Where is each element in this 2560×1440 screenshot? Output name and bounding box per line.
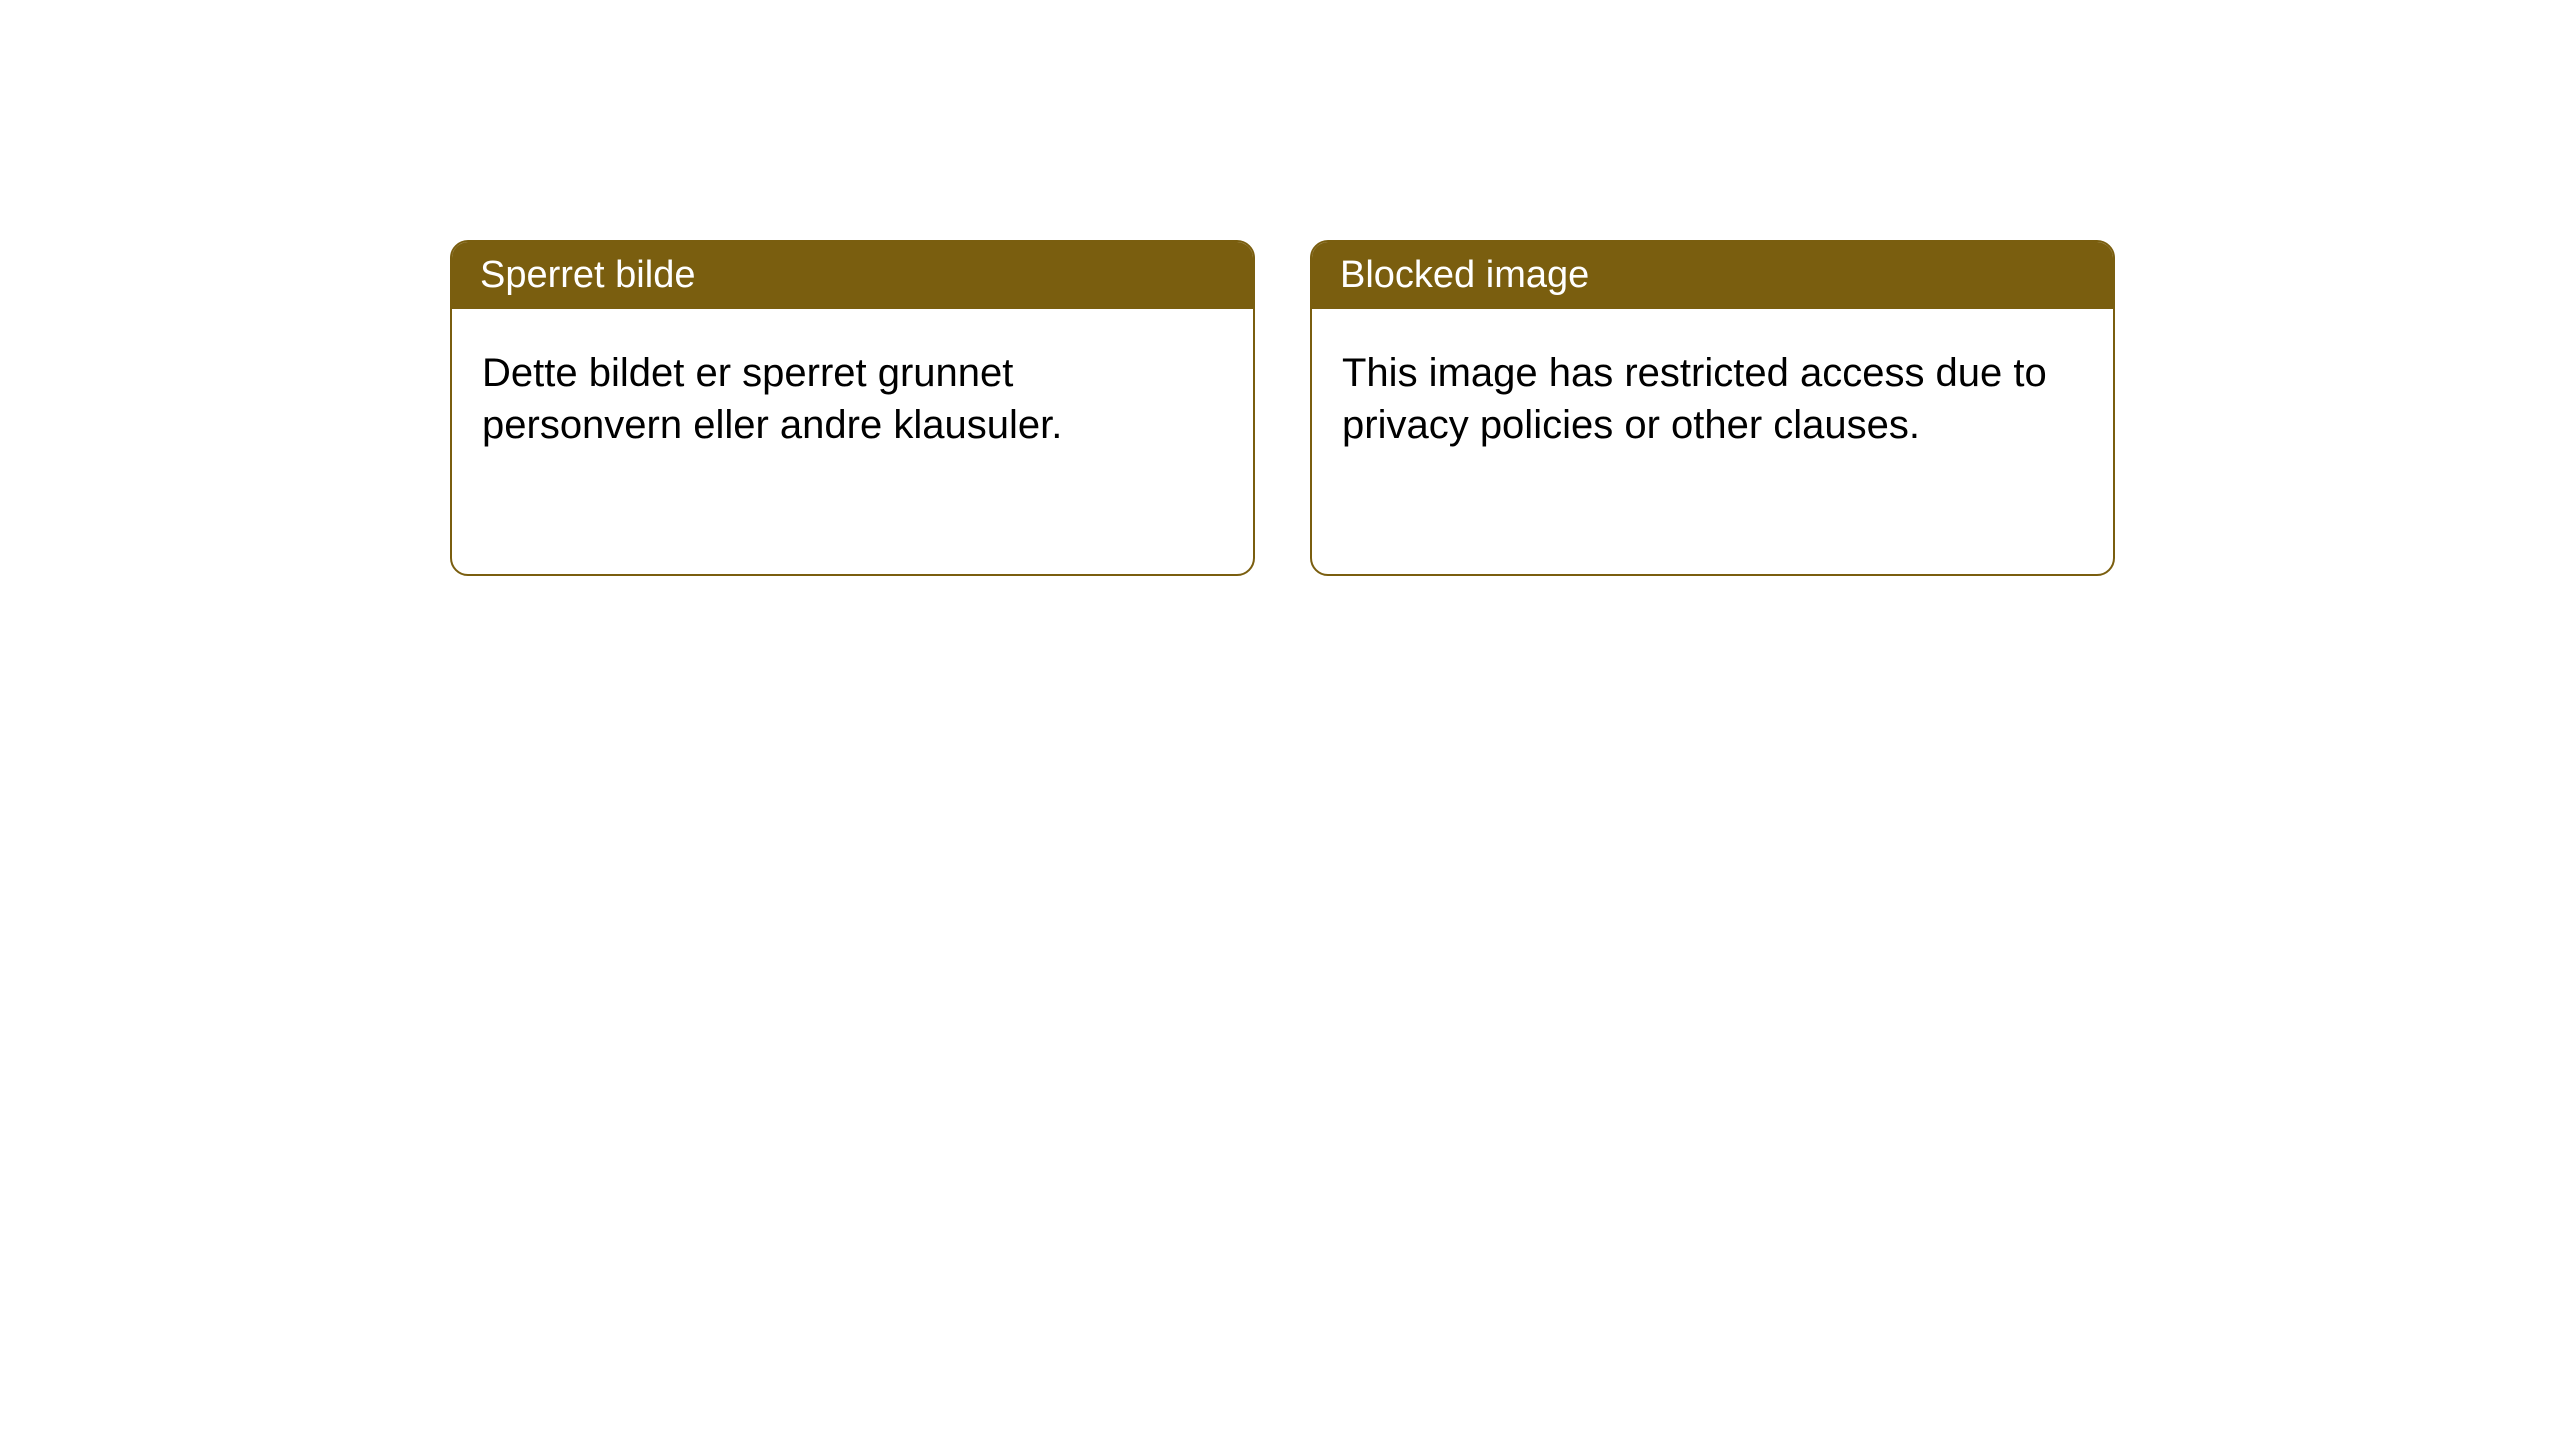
- notice-body-norwegian: Dette bildet er sperret grunnet personve…: [452, 309, 1253, 574]
- notice-card-english: Blocked image This image has restricted …: [1310, 240, 2115, 576]
- notice-card-norwegian: Sperret bilde Dette bildet er sperret gr…: [450, 240, 1255, 576]
- notice-body-english: This image has restricted access due to …: [1312, 309, 2113, 574]
- notice-container: Sperret bilde Dette bildet er sperret gr…: [450, 240, 2115, 576]
- notice-title-english: Blocked image: [1312, 242, 2113, 309]
- notice-title-norwegian: Sperret bilde: [452, 242, 1253, 309]
